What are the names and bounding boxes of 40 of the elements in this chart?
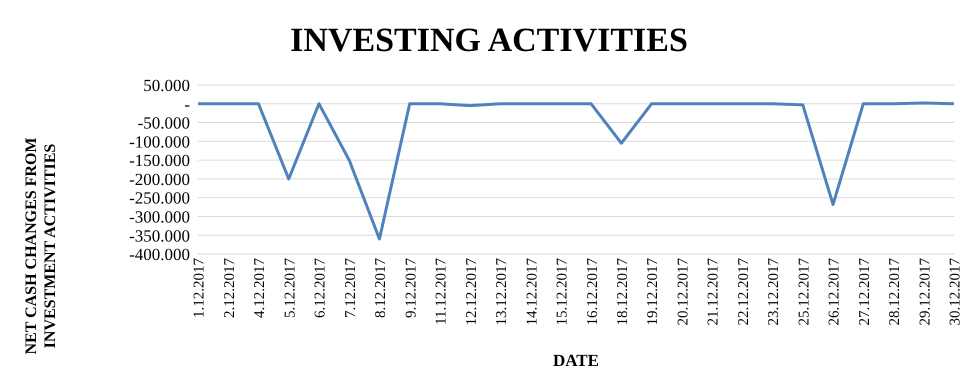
x-tick-label: 4.12.2017 [252, 258, 268, 318]
x-tick-label: 7.12.2017 [342, 258, 359, 318]
x-tick-label: 1.12.2017 [192, 258, 208, 318]
y-tick-label: -100.000 [129, 132, 190, 152]
x-tick-label: 11.12.2017 [434, 258, 450, 325]
x-tick-label: 5.12.2017 [282, 258, 298, 318]
x-axis-title: DATE [553, 351, 599, 370]
y-tick-label: -400.000 [129, 245, 190, 264]
x-tick-label: 26.12.2017 [826, 258, 843, 326]
y-tick-label: - [184, 94, 190, 114]
y-axis-title: NET CASH CHANGES FROM INVESTMENT ACTIVITIES [23, 137, 59, 355]
x-tick-label: 20.12.2017 [675, 258, 692, 326]
y-tick-label: -250.000 [129, 188, 190, 208]
x-tick-label: 30.12.2017 [948, 258, 964, 326]
y-tick-label: -150.000 [129, 151, 190, 170]
x-tick-label: 15.12.2017 [554, 258, 571, 326]
x-tick-label: 8.12.2017 [373, 258, 390, 318]
x-tick-label: 19.12.2017 [645, 258, 662, 326]
line-series [196, 102, 956, 240]
x-tick-label: 12.12.2017 [464, 258, 480, 326]
x-tick-label: 13.12.2017 [494, 258, 510, 326]
x-tick-label: 25.12.2017 [796, 258, 812, 326]
y-tick-label: -300.000 [129, 207, 190, 226]
x-tick-label: 9.12.2017 [403, 258, 420, 318]
x-tick-label: 16.12.2017 [584, 258, 601, 326]
x-tick-label: 27.12.2017 [856, 258, 873, 326]
x-tick-label: 2.12.2017 [222, 258, 238, 318]
chart-title: INVESTING ACTIVITIES [289, 22, 689, 60]
y-tick-label: -200.000 [129, 170, 190, 189]
y-tick-label: -50.000 [138, 114, 190, 133]
x-tick-label: 21.12.2017 [706, 258, 722, 326]
x-tick-label: 6.12.2017 [312, 258, 329, 318]
x-tick-label: 29.12.2017 [917, 258, 934, 326]
x-tick-label: 22.12.2017 [736, 258, 752, 326]
y-tick-label: 50.000 [143, 76, 190, 96]
x-tick-label: 18.12.2017 [615, 258, 632, 326]
x-tick-label: 23.12.2017 [766, 258, 782, 326]
x-tick-label: 14.12.2017 [524, 258, 540, 326]
y-tick-label: -350.000 [129, 226, 190, 246]
x-tick-label: 28.12.2017 [887, 258, 904, 326]
